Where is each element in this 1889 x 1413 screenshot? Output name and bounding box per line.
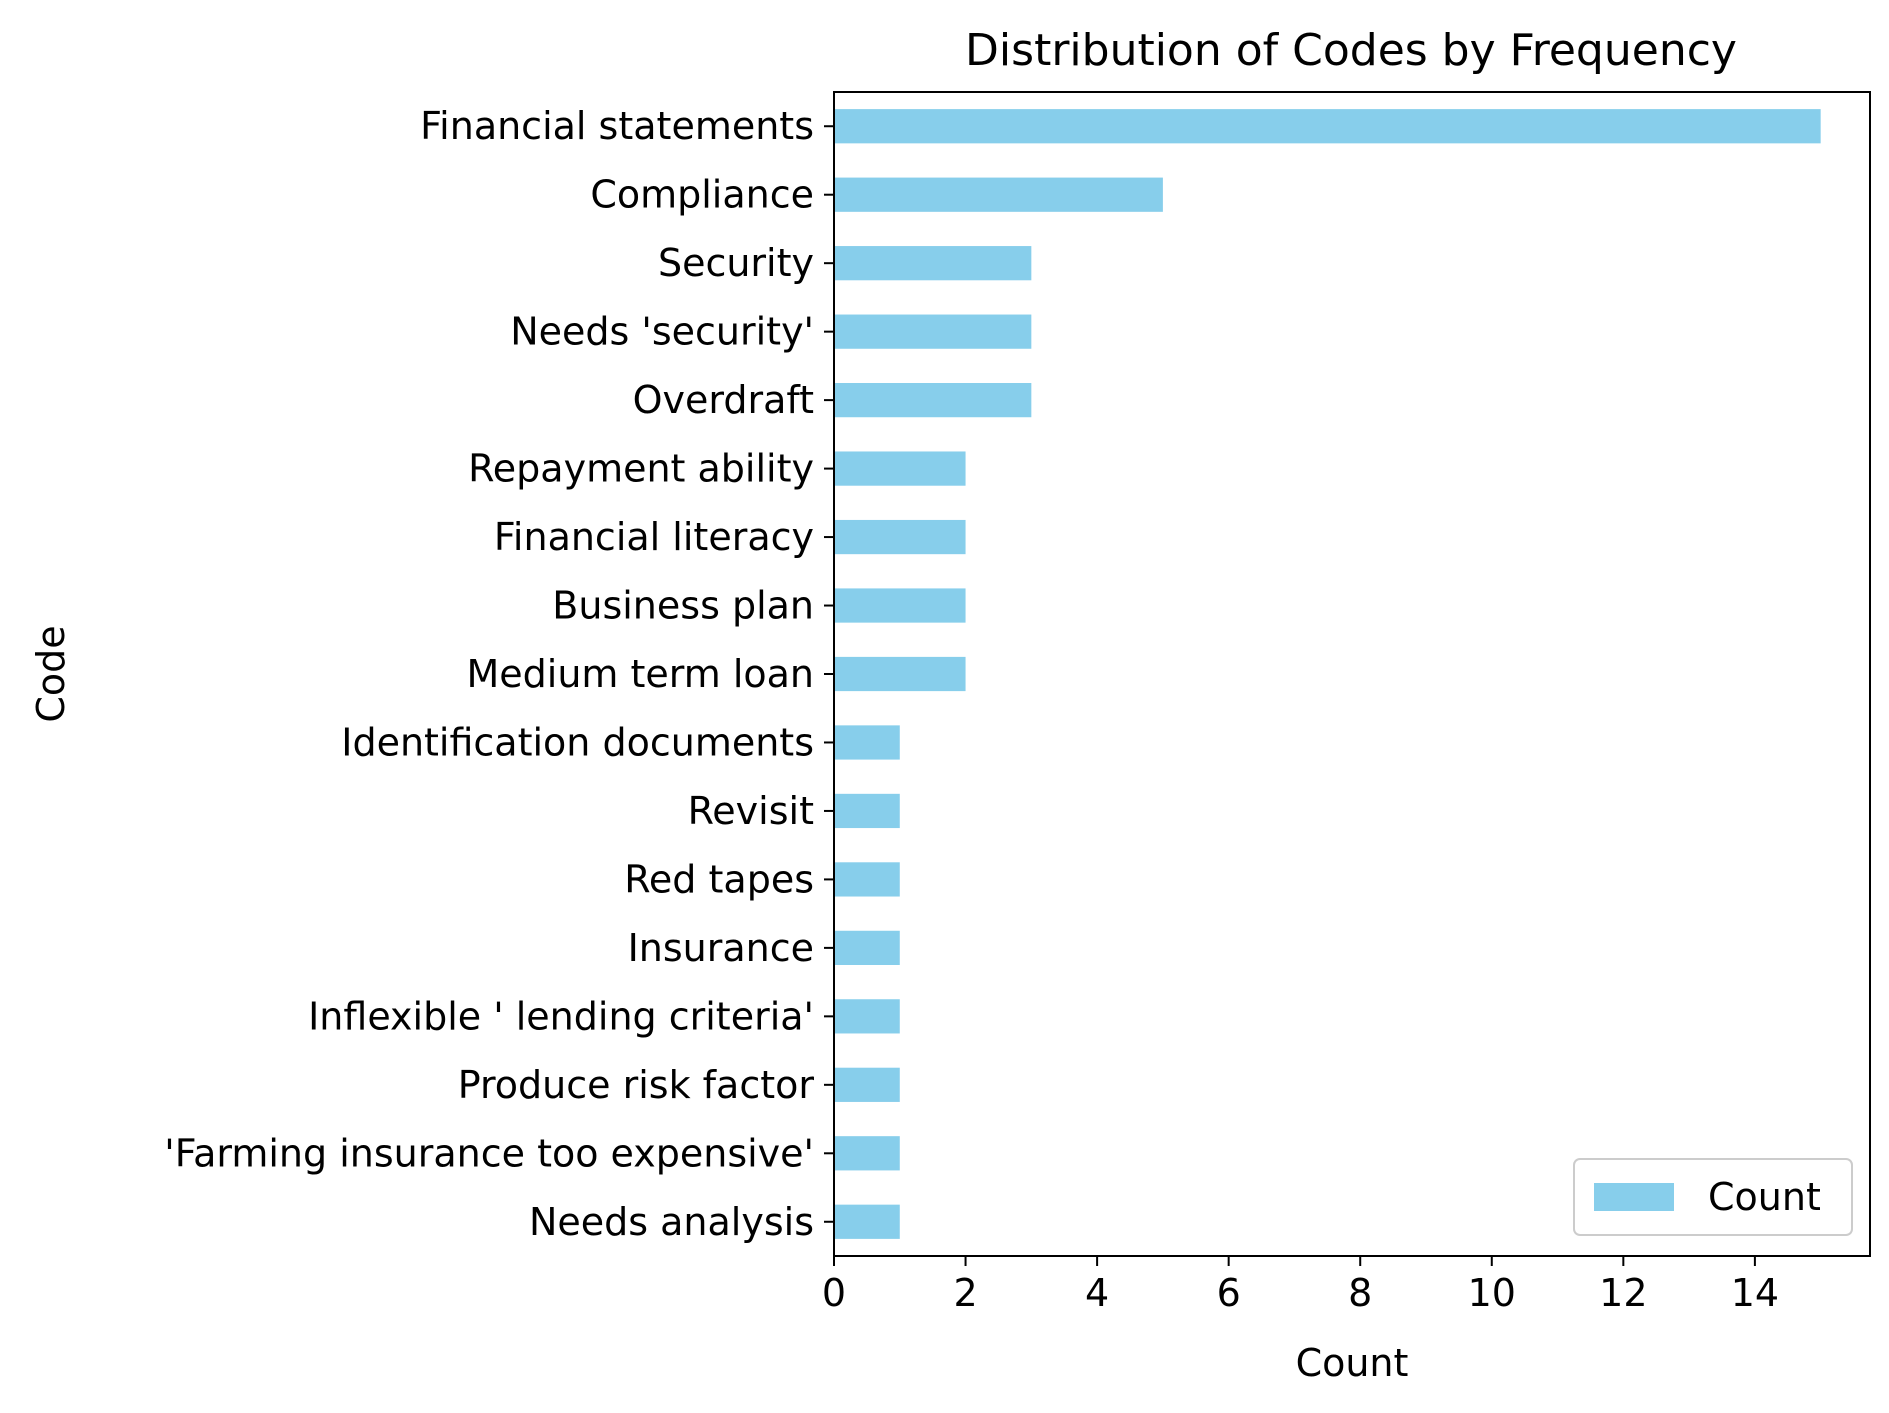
- x-axis-ticks: 0 2 4 6 8 10 12 14: [822, 1256, 1779, 1315]
- bar: [834, 246, 1032, 281]
- legend-swatch: [1594, 1183, 1674, 1211]
- y-tick-label: Financial statements: [420, 104, 814, 148]
- y-tick-label: Overdraft: [633, 378, 814, 422]
- x-tick-label: 10: [1468, 1271, 1516, 1315]
- y-tick-label: Needs 'security': [510, 310, 814, 354]
- y-tick-label: Compliance: [590, 173, 814, 217]
- bar: [834, 999, 900, 1034]
- bar: [834, 1136, 900, 1171]
- x-axis-label: Count: [1296, 1341, 1409, 1385]
- plot-frame: [833, 91, 1871, 1257]
- bar: [834, 109, 1821, 144]
- x-tick-label: 14: [1731, 1271, 1779, 1315]
- y-tick-label: Identification documents: [341, 720, 814, 764]
- y-tick-label: Insurance: [628, 926, 814, 970]
- y-tick-label: Financial literacy: [494, 515, 814, 559]
- bars-group: [834, 109, 1821, 1239]
- x-tick-label: 6: [1217, 1271, 1241, 1315]
- y-tick-label: Revisit: [688, 789, 814, 833]
- bar: [834, 588, 966, 623]
- bar: [834, 451, 966, 486]
- bar: [834, 1204, 900, 1239]
- y-tick-label: 'Farming insurance too expensive': [164, 1131, 814, 1175]
- y-axis-ticks: Financial statements Compliance Security Ne…: [164, 104, 834, 1244]
- y-tick-label: Produce risk factor: [458, 1063, 815, 1107]
- bar: [834, 314, 1032, 349]
- bar: [834, 177, 1163, 212]
- y-tick-label: Security: [658, 241, 814, 285]
- x-tick-label: 4: [1085, 1271, 1109, 1315]
- bar: [834, 930, 900, 965]
- bar: [834, 725, 900, 760]
- y-tick-label: Business plan: [552, 584, 814, 628]
- legend-label: Count: [1708, 1175, 1821, 1219]
- x-tick-label: 12: [1599, 1271, 1647, 1315]
- y-tick-label: Needs analysis: [529, 1200, 814, 1244]
- bar: [834, 1067, 900, 1102]
- y-tick-label: Medium term loan: [466, 652, 814, 696]
- bar: [834, 793, 900, 829]
- bar: [834, 656, 966, 692]
- legend-box: [1573, 1158, 1853, 1236]
- legend: Count: [1573, 1158, 1853, 1236]
- x-tick-label: 0: [822, 1271, 846, 1315]
- x-tick-label: 8: [1348, 1271, 1372, 1315]
- y-tick-label: Inflexible ' lending criteria': [308, 994, 814, 1038]
- y-axis-label: Code: [29, 625, 73, 722]
- x-tick-label: 2: [953, 1271, 977, 1315]
- bar: [834, 383, 1032, 418]
- bar: [834, 519, 966, 555]
- y-tick-label: Red tapes: [624, 857, 814, 901]
- bar: [834, 862, 900, 897]
- y-tick-label: Repayment ability: [468, 447, 814, 491]
- chart-title: Distribution of Codes by Frequency: [965, 25, 1737, 76]
